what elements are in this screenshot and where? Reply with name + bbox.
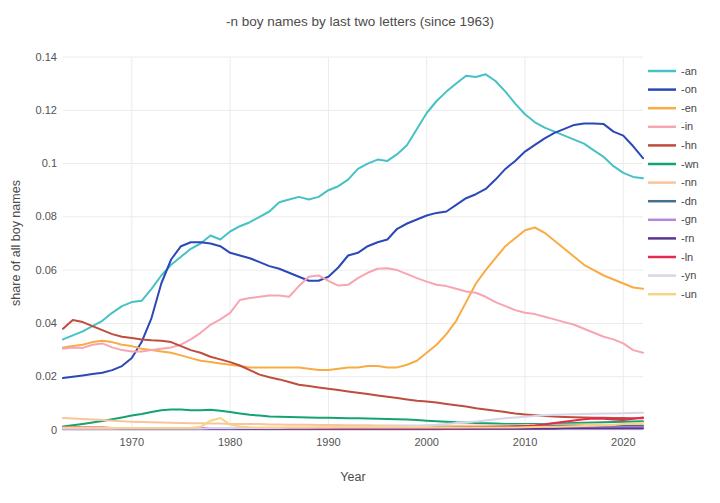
legend-item-nn[interactable]: -nn <box>648 176 697 188</box>
y-tick-label: 0.12 <box>36 104 57 116</box>
y-tick-label: 0.04 <box>36 317 57 329</box>
legend-label-nn: -nn <box>681 176 697 188</box>
series-line-en <box>63 228 643 371</box>
legend-label-dn: -dn <box>681 195 697 207</box>
y-axis-title: share of all boy names <box>9 180 23 306</box>
legend-label-rn: -rn <box>681 232 694 244</box>
legend-item-in[interactable]: -in <box>648 120 693 132</box>
legend-label-ln: -ln <box>681 251 693 263</box>
legend-item-yn[interactable]: -yn <box>648 269 696 281</box>
y-tick-label: 0 <box>51 424 57 436</box>
legend-label-gn: -gn <box>681 213 697 225</box>
legend: -an -on -en -in -hn -wn -nn -dn -gn -rn -ln -yn -un <box>648 65 699 300</box>
legend-label-wn: -wn <box>681 158 699 170</box>
x-axis-title: Year <box>340 470 365 484</box>
legend-item-an[interactable]: -an <box>648 65 697 77</box>
series-lines <box>63 74 643 429</box>
legend-label-un: -un <box>681 288 697 300</box>
legend-label-yn: -yn <box>681 269 696 281</box>
x-tick-label: 1970 <box>120 436 144 448</box>
x-tick-label: 1990 <box>316 436 340 448</box>
legend-label-an: -an <box>681 65 697 77</box>
legend-item-hn[interactable]: -hn <box>648 139 697 151</box>
x-tick-label: 2020 <box>611 436 635 448</box>
legend-label-hn: -hn <box>681 139 697 151</box>
legend-item-en[interactable]: -en <box>648 102 697 114</box>
legend-label-on: -on <box>681 83 697 95</box>
y-tick-label: 0.08 <box>36 210 57 222</box>
legend-item-gn[interactable]: -gn <box>648 213 697 225</box>
legend-item-ln[interactable]: -ln <box>648 251 693 263</box>
series-line-hn <box>63 320 643 418</box>
y-tick-label: 0.02 <box>36 370 57 382</box>
x-tick-label: 2010 <box>513 436 537 448</box>
series-line-an <box>63 74 643 339</box>
y-tick-label: 0.06 <box>36 264 57 276</box>
legend-item-wn[interactable]: -wn <box>648 158 699 170</box>
chart-canvas: 0 0.02 0.04 0.06 0.08 0.1 0.12 0.14 1970 1980 1990… <box>0 0 720 503</box>
y-tick-label: 0.14 <box>36 51 57 63</box>
x-tick-label: 2000 <box>414 436 438 448</box>
legend-item-dn[interactable]: -dn <box>648 195 697 207</box>
gridlines <box>63 57 643 430</box>
legend-item-un[interactable]: -un <box>648 288 697 300</box>
y-tick-label: 0.1 <box>42 157 57 169</box>
legend-item-rn[interactable]: -rn <box>648 232 694 244</box>
x-tick-label: 1980 <box>218 436 242 448</box>
legend-item-on[interactable]: -on <box>648 83 697 95</box>
figure: 0 0.02 0.04 0.06 0.08 0.1 0.12 0.14 1970 1980 1990… <box>0 0 720 503</box>
legend-label-en: -en <box>681 102 697 114</box>
chart-title: -n boy names by last two letters (since … <box>226 14 494 29</box>
legend-label-in: -in <box>681 120 693 132</box>
